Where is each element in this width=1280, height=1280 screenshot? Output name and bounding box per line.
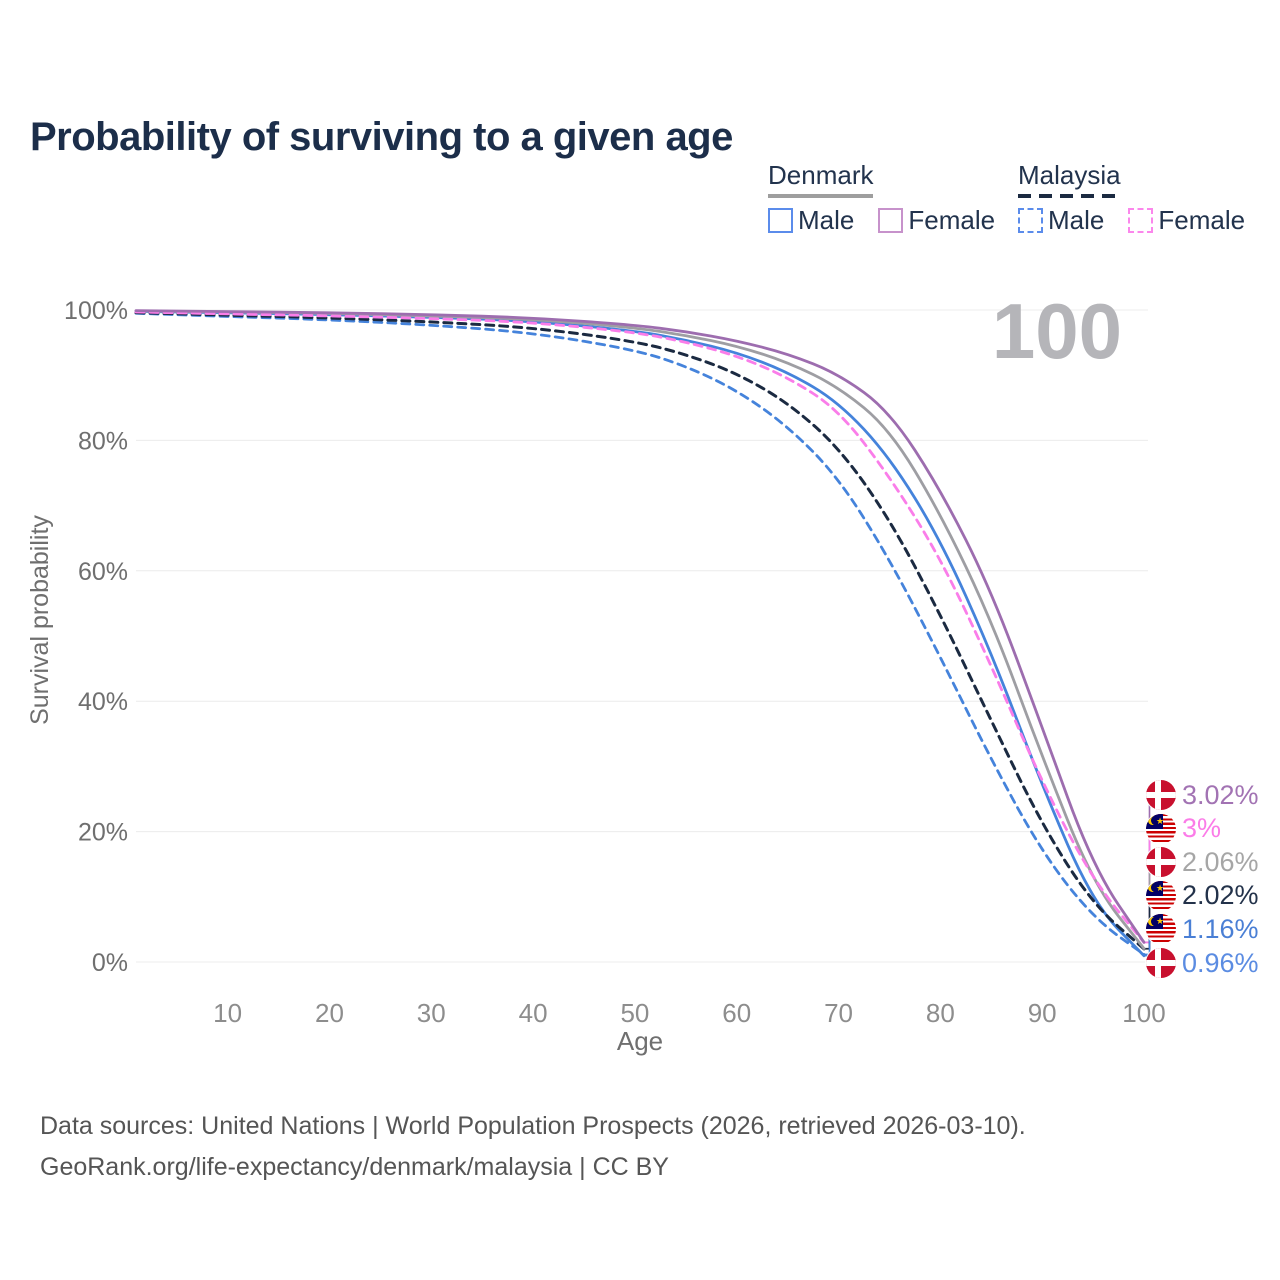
y-tick-label: 40% xyxy=(78,688,128,716)
legend-item-label: Female xyxy=(908,205,996,235)
x-axis-tick-labels: 10 20 30 40 50 60 70 80 90 100 xyxy=(213,998,1166,1028)
denmark-flag-icon xyxy=(1146,847,1176,878)
legend-item-label: Male xyxy=(798,205,855,235)
legend-swatch-icon xyxy=(1018,208,1043,233)
legend-country-label: Malaysia xyxy=(1018,160,1121,198)
legend-item-denmark-male[interactable]: Male xyxy=(768,205,854,236)
end-value-label: 2.06% xyxy=(1182,846,1259,877)
legend-linestyle-sample-solid xyxy=(768,194,874,198)
end-value-label: 3% xyxy=(1182,813,1222,844)
legend-item-malaysia-male[interactable]: Male xyxy=(1018,205,1104,236)
malaysia-flag-icon: ★ xyxy=(1146,813,1176,844)
legend-linestyle-sample-dashed xyxy=(1018,194,1121,198)
legend-item-malaysia-female[interactable]: Female xyxy=(1128,205,1245,236)
x-tick-label: 10 xyxy=(213,998,242,1028)
legend-item-label: Male xyxy=(1048,205,1105,235)
x-axis-title: Age xyxy=(617,1026,663,1056)
y-tick-label: 100% xyxy=(64,297,128,325)
denmark-flag-icon xyxy=(1146,780,1176,810)
end-value-label: 3.02% xyxy=(1182,779,1259,810)
legend-item-denmark-female[interactable]: Female xyxy=(878,205,995,236)
malaysia-flag-icon: ★ xyxy=(1146,880,1176,911)
footer: Data sources: United Nations | World Pop… xyxy=(40,1106,1026,1187)
denmark-flag-icon xyxy=(1146,948,1176,978)
y-tick-label: 80% xyxy=(78,427,128,455)
series-line-denmark-female xyxy=(134,309,1146,944)
end-value-label: 2.02% xyxy=(1182,880,1259,911)
x-tick-label: 100 xyxy=(1122,998,1165,1028)
series-line-denmark-male xyxy=(134,309,1146,958)
x-tick-label: 70 xyxy=(824,998,853,1028)
series-line-malaysia xyxy=(134,311,1146,951)
x-tick-label: 40 xyxy=(519,998,548,1028)
series-line-malaysia-male xyxy=(134,311,1146,956)
current-age-watermark: 100 xyxy=(991,287,1122,375)
x-tick-label: 90 xyxy=(1028,998,1057,1028)
x-tick-label: 20 xyxy=(315,998,344,1028)
legend-item-label: Female xyxy=(1158,205,1246,235)
series-line-denmark xyxy=(134,309,1146,950)
series-line-malaysia-female xyxy=(134,310,1146,944)
x-tick-label: 30 xyxy=(417,998,446,1028)
y-axis-tick-labels: 0% 20% 40% 60% 80% 100% xyxy=(64,297,128,977)
x-tick-label: 60 xyxy=(722,998,751,1028)
legend-group-denmark: Denmark Male Female xyxy=(768,160,995,236)
legend-swatch-icon xyxy=(768,208,793,233)
end-value-label: 0.96% xyxy=(1182,947,1259,978)
survival-curves xyxy=(134,309,1146,958)
y-tick-label: 20% xyxy=(78,819,128,847)
end-value-label: 1.16% xyxy=(1182,913,1259,944)
legend-swatch-icon xyxy=(1128,208,1154,233)
y-axis-title: Survival probability xyxy=(26,515,54,725)
x-tick-label: 50 xyxy=(620,998,649,1028)
y-tick-label: 60% xyxy=(78,558,128,586)
malaysia-flag-icon: ★ xyxy=(1146,914,1176,945)
legend-country-label: Denmark xyxy=(768,160,874,198)
page-title: Probability of surviving to a given age xyxy=(30,114,733,159)
footer-link-line: GeoRank.org/life-expectancy/denmark/mala… xyxy=(40,1152,669,1181)
legend-swatch-icon xyxy=(878,208,904,233)
footer-sources-line: Data sources: United Nations | World Pop… xyxy=(40,1112,1026,1140)
legend-group-malaysia: Malaysia Male Female xyxy=(1018,160,1245,236)
x-tick-label: 80 xyxy=(926,998,955,1028)
y-tick-label: 0% xyxy=(92,949,128,977)
